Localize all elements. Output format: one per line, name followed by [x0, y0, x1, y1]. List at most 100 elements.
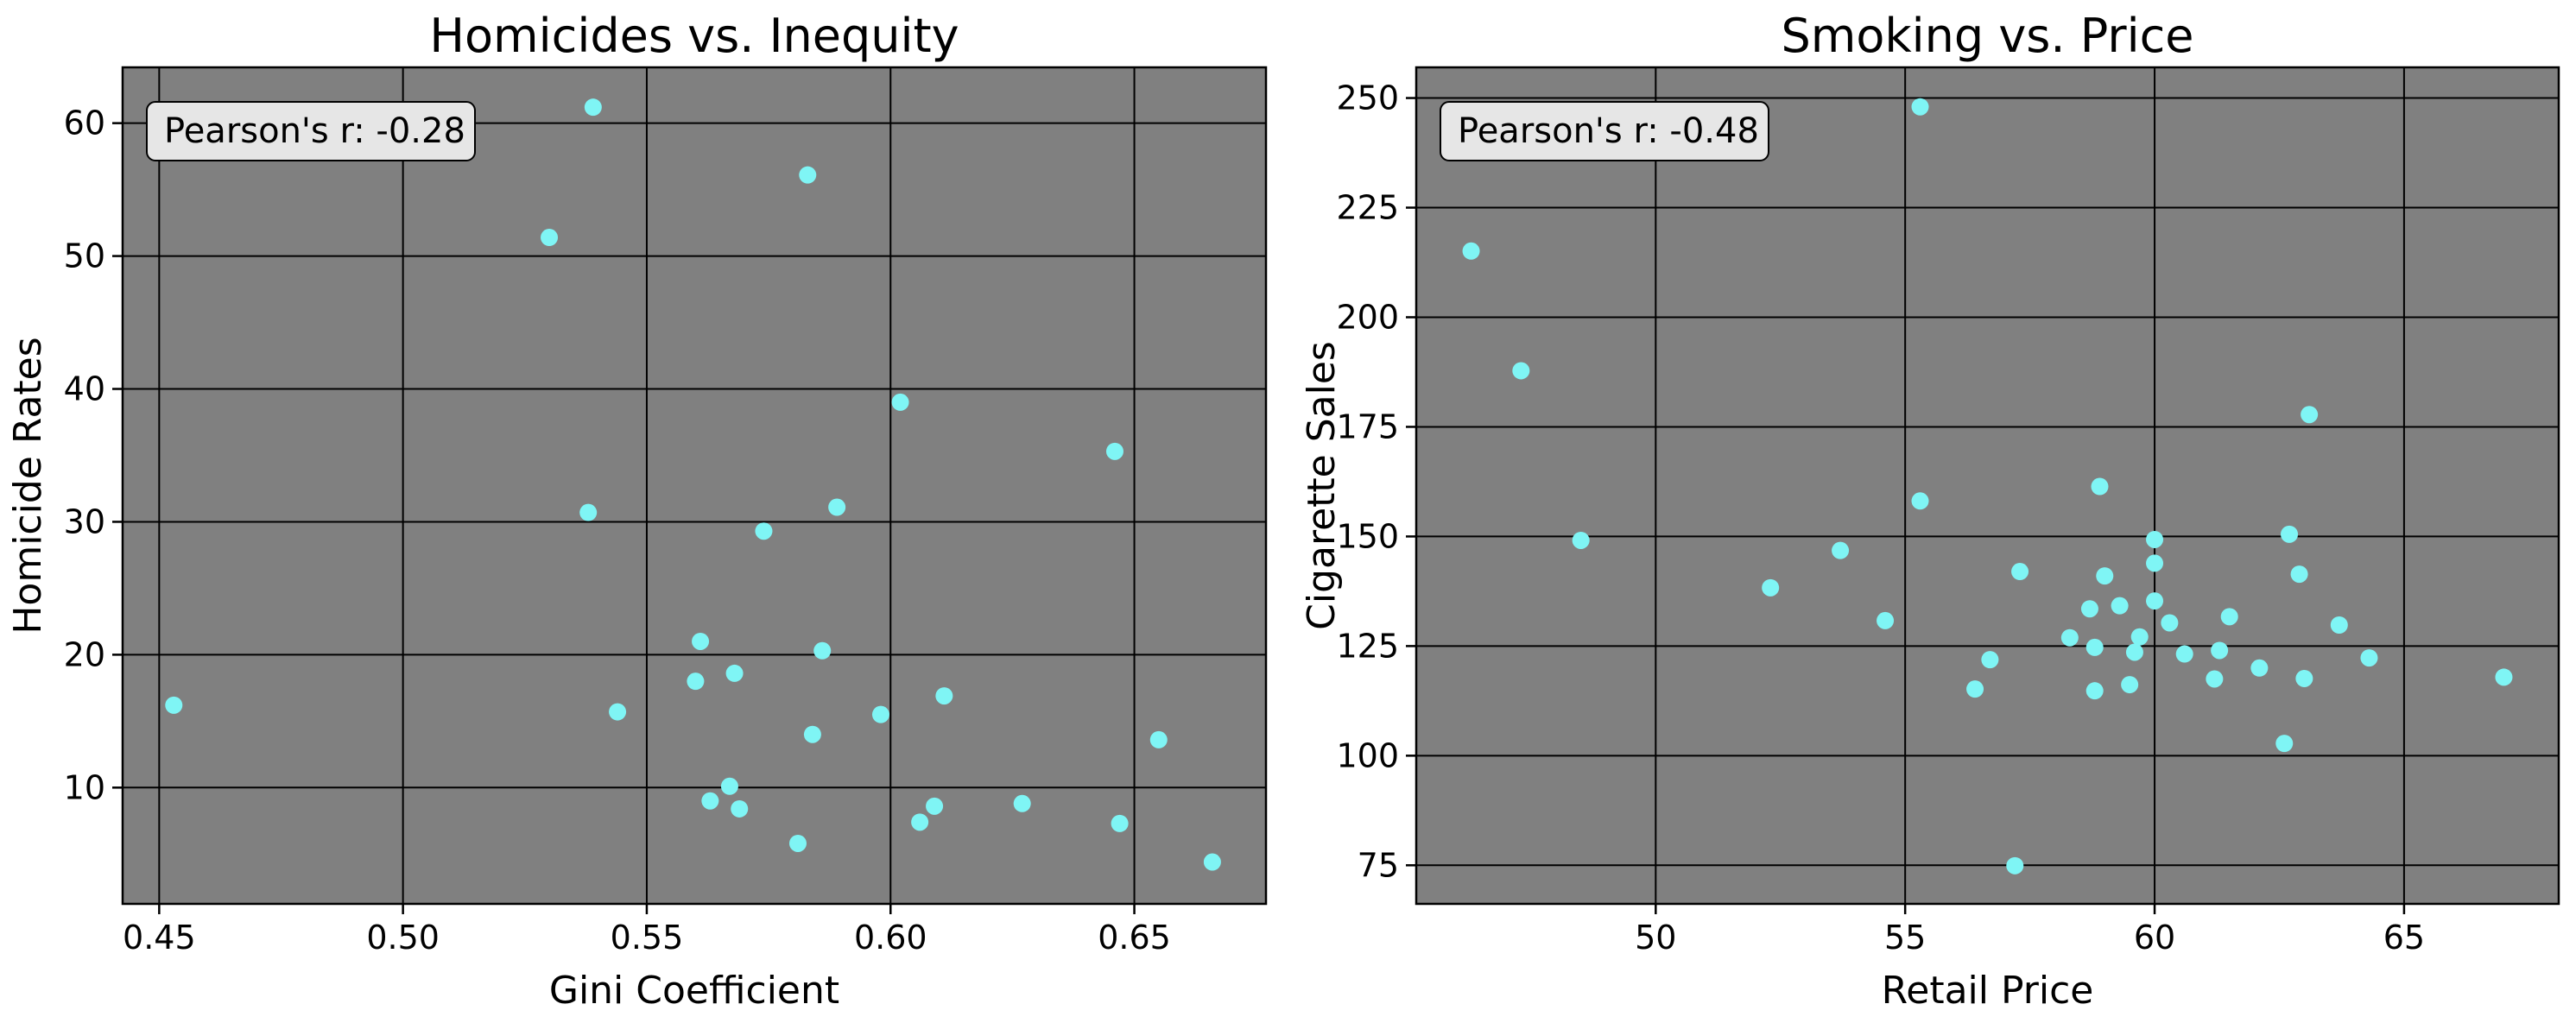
y-tick-label: 175: [1336, 407, 1399, 445]
y-tick-label: 125: [1336, 627, 1399, 665]
plot-area: [1416, 67, 2559, 904]
y-tick-label: 75: [1358, 846, 1399, 884]
data-point: [2161, 614, 2179, 632]
data-point: [579, 503, 598, 521]
y-tick-label: 20: [64, 635, 105, 673]
pearson-annotation-box: [146, 101, 476, 161]
data-point: [1911, 492, 1929, 510]
x-tick-label: 0.60: [854, 919, 927, 957]
data-point: [1877, 611, 1895, 629]
y-tick-label: 100: [1336, 736, 1399, 774]
data-point: [1832, 541, 1850, 559]
data-point: [2125, 643, 2143, 661]
data-point: [788, 834, 807, 852]
x-axis-label: Retail Price: [1882, 969, 2094, 1013]
data-point: [1911, 98, 1929, 116]
y-tick-label: 10: [64, 768, 105, 806]
x-tick-label: 0.45: [123, 919, 196, 957]
data-point: [2146, 530, 2164, 548]
data-point: [935, 687, 953, 705]
data-point: [2211, 641, 2229, 660]
data-point: [692, 632, 710, 650]
data-point: [2281, 525, 2299, 543]
data-point: [799, 166, 817, 184]
data-point: [2111, 597, 2129, 615]
data-point: [891, 393, 909, 411]
x-tick-label: 65: [2383, 919, 2425, 957]
data-point: [2085, 638, 2104, 656]
data-point: [165, 696, 183, 714]
data-point: [1203, 853, 1221, 871]
y-tick-label: 150: [1336, 517, 1399, 555]
data-point: [1105, 442, 1123, 460]
y-tick-label: 200: [1336, 298, 1399, 336]
data-point: [2121, 676, 2139, 694]
data-point: [687, 673, 705, 691]
data-point: [1111, 814, 1129, 832]
pearson-annotation: Pearson's r: -0.48: [1458, 111, 1759, 151]
data-point: [1981, 651, 1999, 669]
plot-area: [123, 67, 1266, 904]
data-point: [2130, 628, 2149, 646]
data-point: [755, 522, 773, 540]
data-point: [926, 797, 944, 815]
data-point: [1512, 362, 1530, 380]
data-point: [1013, 794, 1031, 812]
data-point: [2146, 592, 2164, 610]
data-point: [2360, 649, 2378, 667]
data-point: [1462, 242, 1480, 260]
data-point: [584, 98, 602, 117]
y-tick-label: 250: [1336, 79, 1399, 117]
data-point: [731, 799, 749, 818]
y-tick-label: 30: [64, 502, 105, 540]
x-axis-label: Gini Coefficient: [549, 969, 839, 1013]
data-point: [609, 703, 627, 721]
plot-frame: [1415, 66, 2560, 906]
x-tick-label: 0.50: [366, 919, 440, 957]
data-point: [813, 641, 832, 660]
data-point: [803, 725, 821, 743]
data-point: [2295, 669, 2313, 687]
data-point: [2085, 682, 2104, 700]
chart-title: Smoking vs. Price: [1781, 9, 2193, 63]
plot-frame: [121, 66, 1268, 906]
data-point: [2080, 600, 2098, 618]
data-point: [1966, 680, 1984, 698]
x-tick-label: 55: [1884, 919, 1926, 957]
data-point: [2146, 554, 2164, 572]
data-point: [720, 777, 738, 795]
y-axis-label: Homicide Rates: [6, 337, 50, 634]
data-point: [2275, 735, 2294, 753]
data-point: [1572, 531, 1590, 549]
data-point: [2060, 628, 2079, 647]
data-point: [2495, 668, 2513, 686]
x-tick-label: 60: [2134, 919, 2175, 957]
data-point: [911, 813, 929, 831]
data-point: [1762, 578, 1780, 597]
data-point: [2220, 608, 2238, 626]
data-point: [2206, 670, 2224, 688]
data-point: [2250, 659, 2269, 677]
data-point: [2330, 616, 2348, 634]
data-point: [541, 229, 559, 247]
data-point: [2096, 567, 2114, 585]
data-point: [725, 664, 744, 682]
chart-panel-1: 0.45 0.50 0.55 0.60 0.65 10 20 30 40 50 60 Homicide…: [6, 9, 1268, 1013]
y-axis-label: Cigarette Sales: [1300, 341, 1344, 630]
data-point: [2290, 565, 2308, 584]
data-point: [2091, 477, 2109, 496]
data-point: [2175, 645, 2193, 663]
data-point: [871, 705, 889, 723]
y-tick-label: 60: [64, 104, 105, 142]
x-tick-label: 50: [1635, 919, 1676, 957]
data-point: [2011, 563, 2029, 581]
data-point: [1149, 730, 1168, 748]
x-tick-label: 0.65: [1098, 919, 1171, 957]
data-point: [701, 792, 719, 810]
chart-panel-2: 50 55 60 65 75 100 125 150 175 200 225 250 Smoking v…: [1300, 9, 2560, 1013]
pearson-annotation: Pearson's r: -0.28: [164, 111, 465, 151]
pearson-annotation-box: [1440, 101, 1769, 161]
data-point: [2006, 856, 2024, 875]
data-point: [828, 498, 846, 516]
